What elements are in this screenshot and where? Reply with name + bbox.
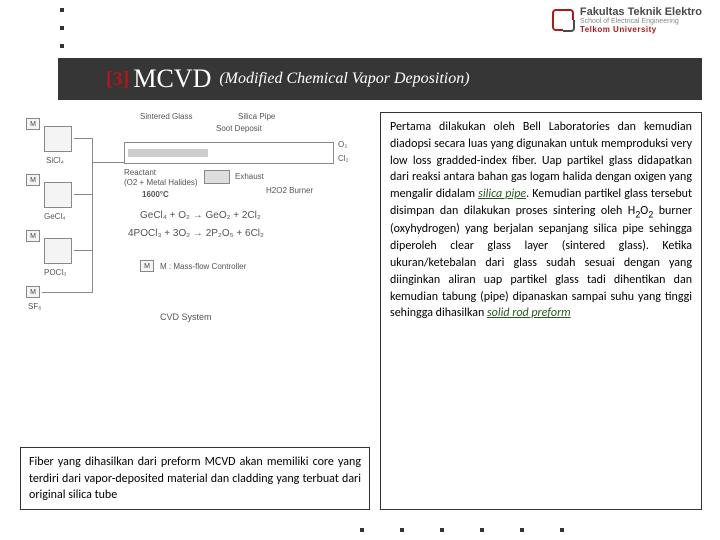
lbl-eq1: GeCl₄ + O₂ → GeO₂ + 2Cl₂ <box>140 210 261 221</box>
figure-caption: Fiber yang dihasilkan dari preform MCVD … <box>20 447 370 510</box>
telkom-logo-icon <box>552 9 574 31</box>
lbl-pocl3: POCl₃ <box>44 268 66 277</box>
lbl-cl2: Cl₂ <box>338 154 349 163</box>
lbl-gecl4: GeCl₄ <box>44 212 66 221</box>
logo-line1: Fakultas Teknik Elektro <box>580 6 702 18</box>
flask-gecl4 <box>44 182 72 208</box>
body-text: Pertama dilakukan oleh Bell Laboratories… <box>380 112 702 510</box>
decor-dots-bottom <box>360 528 564 532</box>
burner-shape <box>204 170 230 184</box>
body-p1d: burner (oxyhydrogen) yang berjalan sepan… <box>390 204 692 320</box>
lbl-reactnote: (O2 + Metal Halides) <box>124 178 198 187</box>
flask-pocl3 <box>44 238 72 264</box>
logo-line3: Telkom University <box>580 26 702 35</box>
title-main: MCVD <box>133 64 211 94</box>
m-box: M <box>26 118 40 130</box>
lbl-silica: Silica Pipe <box>238 112 275 121</box>
flask-sicl4 <box>44 126 72 152</box>
lbl-o2: O₂ <box>338 140 347 149</box>
m-box: M <box>26 286 40 298</box>
body-em1: silica pipe <box>478 187 526 201</box>
title-ref: [3] <box>106 68 129 91</box>
lbl-sf6: SF₆ <box>28 302 41 311</box>
lbl-soot: Soot Deposit <box>216 124 262 133</box>
lbl-burner: H2O2 Burner <box>266 186 313 195</box>
lbl-sicl4: SiCl₄ <box>46 156 64 165</box>
title-bar: [3] MCVD (Modified Chemical Vapor Deposi… <box>58 58 702 100</box>
lbl-reactant: Reactant <box>124 168 156 177</box>
decor-dots-top <box>60 8 64 48</box>
lbl-sintered: Sintered Glass <box>140 112 192 121</box>
m-box: M <box>140 260 154 272</box>
m-box: M <box>26 230 40 242</box>
sintered-region <box>128 149 208 157</box>
lbl-mfc: M : Mass-flow Controller <box>160 262 246 271</box>
header-logo: Fakultas Teknik Elektro School of Electr… <box>552 6 702 35</box>
content-area: M SiCl₄ M GeCl₄ M POCl₃ M SF₆ Sintered G… <box>20 112 702 510</box>
lbl-eq2: 4POCl₃ + 3O₂ → 2P₂O₅ + 6Cl₂ <box>128 228 264 239</box>
lbl-temp: 1600°C <box>142 190 169 199</box>
title-sub: (Modified Chemical Vapor Deposition) <box>219 70 469 88</box>
lbl-cvd: CVD System <box>160 312 212 322</box>
left-column: M SiCl₄ M GeCl₄ M POCl₃ M SF₆ Sintered G… <box>20 112 370 510</box>
body-em2: solid rod preform <box>487 306 571 320</box>
lbl-exhaust: Exhaust <box>235 172 264 181</box>
mcvd-diagram: M SiCl₄ M GeCl₄ M POCl₃ M SF₆ Sintered G… <box>20 112 370 441</box>
m-box: M <box>26 174 40 186</box>
